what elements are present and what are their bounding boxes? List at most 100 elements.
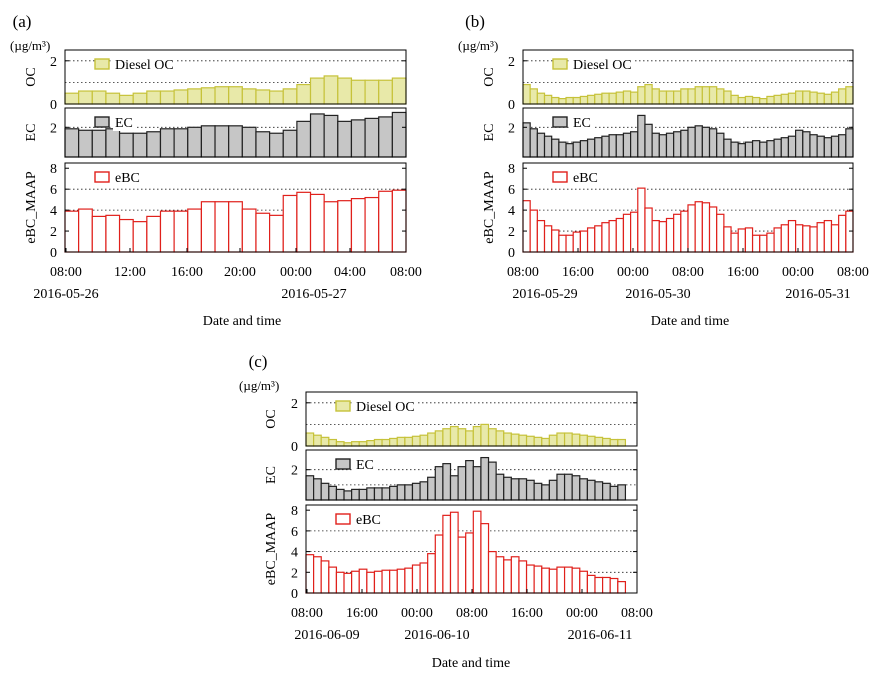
- bar: [737, 228, 746, 253]
- bar: [518, 478, 528, 501]
- bar: [434, 466, 444, 501]
- bar: [816, 222, 825, 253]
- bar: [644, 83, 653, 105]
- bar: [609, 577, 619, 594]
- bar: [118, 94, 134, 105]
- plot-frame: [64, 49, 407, 105]
- legend-swatch: [335, 458, 351, 470]
- x-tick-label: 20:00: [224, 265, 256, 280]
- bar: [751, 96, 761, 105]
- bar: [64, 210, 80, 253]
- bar: [337, 77, 353, 105]
- bar: [228, 201, 243, 253]
- bar: [536, 132, 546, 158]
- bar: [91, 215, 107, 253]
- bar: [795, 224, 804, 253]
- legend-background: [571, 58, 634, 73]
- x-tick-label: 08:00: [621, 606, 653, 621]
- bar: [105, 214, 121, 253]
- bar: [608, 219, 617, 253]
- bar: [795, 90, 804, 105]
- bar: [78, 208, 93, 253]
- bar: [64, 92, 80, 105]
- date-label: 2016-05-26: [33, 287, 98, 302]
- bar: [651, 132, 660, 158]
- bar: [522, 200, 531, 253]
- bar: [730, 232, 739, 253]
- bar: [305, 554, 315, 594]
- bar: [608, 92, 617, 105]
- bar: [644, 207, 653, 253]
- y-tick-label: 2: [508, 225, 515, 240]
- bar: [146, 131, 162, 158]
- bar: [241, 208, 257, 253]
- y-axis-label: OC: [264, 409, 279, 428]
- bar: [802, 90, 811, 105]
- bar: [480, 523, 490, 594]
- bar: [472, 510, 482, 594]
- x-tick-label: 08:00: [507, 265, 539, 280]
- bar: [132, 221, 148, 253]
- bar: [723, 226, 732, 253]
- bar: [282, 194, 298, 253]
- subplot-ebc_maap: 0 2 4 6 8 eBC_MAAP eBC: [264, 504, 638, 602]
- bar: [744, 141, 754, 158]
- bar: [816, 135, 825, 158]
- bar: [608, 134, 617, 158]
- legend-label: EC: [573, 116, 591, 131]
- bar: [594, 93, 603, 105]
- x-tick-label: 08:00: [837, 265, 869, 280]
- bar: [701, 86, 711, 105]
- bar: [730, 141, 739, 158]
- bar: [651, 219, 660, 253]
- bar: [269, 90, 284, 105]
- bar: [427, 432, 436, 447]
- bar: [378, 79, 393, 105]
- bar: [622, 132, 632, 158]
- x-tick-label: 16:00: [511, 606, 543, 621]
- bar: [609, 438, 619, 447]
- bar: [510, 556, 520, 594]
- bar: [282, 129, 298, 158]
- bar: [510, 433, 520, 447]
- bar: [563, 473, 573, 501]
- bar: [586, 574, 596, 594]
- legend-swatch: [94, 58, 110, 70]
- bar: [411, 564, 421, 594]
- bar: [601, 482, 611, 501]
- bar: [214, 201, 230, 253]
- x-tick-label: 08:00: [291, 606, 323, 621]
- plot-frame: [305, 391, 638, 447]
- bar: [551, 96, 560, 105]
- bar: [802, 131, 811, 158]
- bar: [480, 456, 490, 501]
- bar: [173, 128, 189, 158]
- bar: [601, 135, 610, 158]
- bar: [780, 224, 790, 253]
- legend-label: eBC: [115, 171, 140, 186]
- x-tick-label: 16:00: [171, 265, 203, 280]
- bar: [78, 90, 93, 105]
- y-tick-label: 4: [50, 204, 57, 219]
- bar: [723, 138, 732, 158]
- bar: [708, 128, 718, 158]
- bar: [434, 534, 444, 594]
- y-tick-label: 0: [508, 98, 515, 113]
- y-tick-label: 6: [508, 183, 515, 198]
- y-tick-label: 0: [50, 246, 57, 261]
- bar: [200, 201, 216, 253]
- bar: [351, 441, 360, 447]
- bar: [173, 210, 189, 253]
- bar: [373, 570, 383, 594]
- bar: [525, 479, 535, 501]
- bar: [579, 478, 588, 501]
- bar: [525, 435, 535, 447]
- bar: [558, 141, 567, 158]
- y-tick-label: 2: [50, 55, 57, 70]
- bar: [389, 437, 398, 447]
- bar: [737, 143, 746, 158]
- bar: [809, 91, 818, 105]
- bar: [536, 219, 546, 253]
- bar: [571, 433, 581, 447]
- bar: [586, 227, 596, 253]
